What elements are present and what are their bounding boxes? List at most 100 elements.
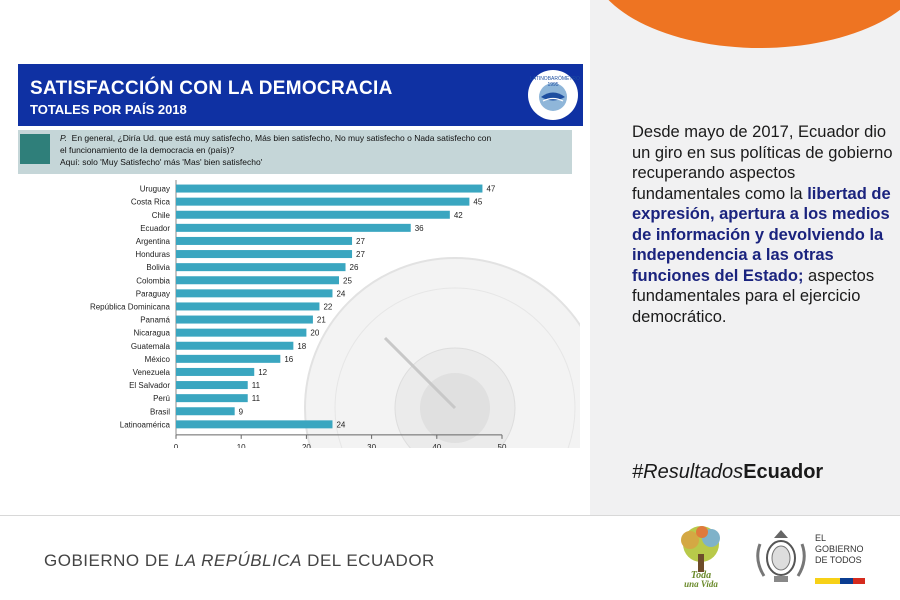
question-text-1: En general, ¿Diría Ud. que está muy sati… [71,133,492,143]
gov-text-part3: DEL ECUADOR [301,551,435,570]
category-label: Guatemala [131,342,171,351]
x-tick-label: 10 [237,443,246,448]
bar [176,197,470,206]
gov-text-part2: LA REPÚBLICA [174,551,302,570]
gob-line-3: DE TODOS [815,555,862,565]
toda-una-vida-tree-icon: Toda una Vida [681,526,720,588]
tree-text-2: una Vida [684,579,718,588]
chart-title: SATISFACCIÓN CON LA DEMOCRACIA [30,78,393,99]
category-label: Ecuador [140,224,170,233]
bar [176,302,320,311]
gob-line-1: EL [815,533,827,543]
category-label: Costa Rica [131,198,171,207]
description-intro: Desde mayo de 2017, Ecuador dio un giro … [632,123,893,203]
footer-divider [0,515,900,516]
category-label: República Dominicana [90,302,171,311]
footer [0,516,900,600]
value-label: 12 [258,368,267,377]
value-label: 9 [239,407,244,416]
question-marker [20,134,50,164]
latinobarometro-logo-icon: LATINOBARÓMETRO 1995 [528,70,580,120]
x-tick-label: 20 [302,443,311,448]
category-label: El Salvador [129,381,170,390]
category-label: Honduras [135,250,170,259]
hashtag-bold: Ecuador [743,461,824,483]
value-label: 20 [310,329,319,338]
hashtag-prefix: #Resultados [632,461,744,483]
bar [176,407,235,416]
bar [176,223,411,232]
category-label: Paraguay [136,289,170,298]
category-label: Perú [153,394,170,403]
gobierno-de-todos-logo: EL GOBIERNO DE TODOS [815,533,864,566]
value-label: 45 [473,198,482,207]
value-label: 11 [252,394,261,403]
bar [176,315,313,324]
chart-subtitle: TOTALES POR PAÍS 2018 [30,102,187,117]
government-name: GOBIERNO DE LA REPÚBLICA DEL ECUADOR [44,551,435,571]
value-label: 27 [356,237,365,246]
value-label: 22 [323,302,332,311]
bar [176,420,333,429]
bar [176,381,248,390]
chart-banner: SATISFACCIÓN CON LA DEMOCRACIA TOTALES P… [18,64,583,126]
value-label: 18 [297,342,306,351]
gov-text-part1: GOBIERNO DE [44,551,175,570]
category-label: Colombia [136,276,170,285]
flag-stripe-icon [815,578,865,584]
description-highlight: libertad de expresión, apertura a los me… [632,184,891,285]
hashtag: #ResultadosEcuador [632,461,823,484]
description-text: Desde mayo de 2017, Ecuador dio un giro … [632,122,894,327]
question-label: P. [60,133,67,143]
x-tick-label: 40 [432,443,441,448]
category-label: Panamá [140,316,170,325]
description-outro: aspectos fundamentales para el ejercicio… [632,266,875,326]
question-box: P. En general, ¿Diría Ud. que está muy s… [18,130,572,174]
value-label: 42 [454,211,463,220]
value-label: 47 [486,185,495,194]
value-label: 11 [252,381,261,390]
bar [176,184,483,193]
value-label: 25 [343,276,352,285]
question-line-3: Aquí: solo 'Muy Satisfecho' más 'Mas' bi… [60,157,263,167]
bar [176,210,450,219]
question-line-2: el funcionamiento de la democracia en (p… [60,145,235,155]
category-label: Bolivia [146,263,170,272]
bar [176,341,294,350]
value-label: 21 [317,316,326,325]
value-label: 24 [336,420,345,429]
ecuador-coat-of-arms-icon [756,530,806,582]
bar [176,263,346,272]
category-label: Argentina [136,237,171,246]
gob-line-2: GOBIERNO [815,544,864,554]
bar [176,354,281,363]
bar [176,367,255,376]
value-label: 24 [336,289,345,298]
barometer-watermark-icon [304,257,580,448]
category-label: Uruguay [140,185,170,194]
bar [176,236,353,245]
category-label: Latinoamérica [120,420,171,429]
category-label: México [145,355,171,364]
value-label: 26 [350,263,359,272]
category-label: Chile [152,211,171,220]
x-tick-label: 0 [174,443,179,448]
category-label: Venezuela [133,368,171,377]
value-label: 36 [415,224,424,233]
bar [176,394,248,403]
bar [176,328,307,337]
value-label: 16 [284,355,293,364]
x-tick-label: 30 [367,443,376,448]
bar [176,276,339,285]
right-panel [590,0,900,515]
bar [176,250,353,259]
bar-chart: 0 10 20 30 40 50 Uruguay 47 Costa Rica 45 Chile 42… [90,180,580,448]
value-label: 27 [356,250,365,259]
category-label: Brasil [150,407,170,416]
question-line-1: P. En general, ¿Diría Ud. que está muy s… [60,133,491,143]
x-tick-label: 50 [498,443,507,448]
tree-text-1: Toda [691,570,711,581]
logo-lettering: LATINOBARÓMETRO 1995 [530,76,580,88]
bar [176,289,333,298]
category-label: Nicaragua [134,329,171,338]
